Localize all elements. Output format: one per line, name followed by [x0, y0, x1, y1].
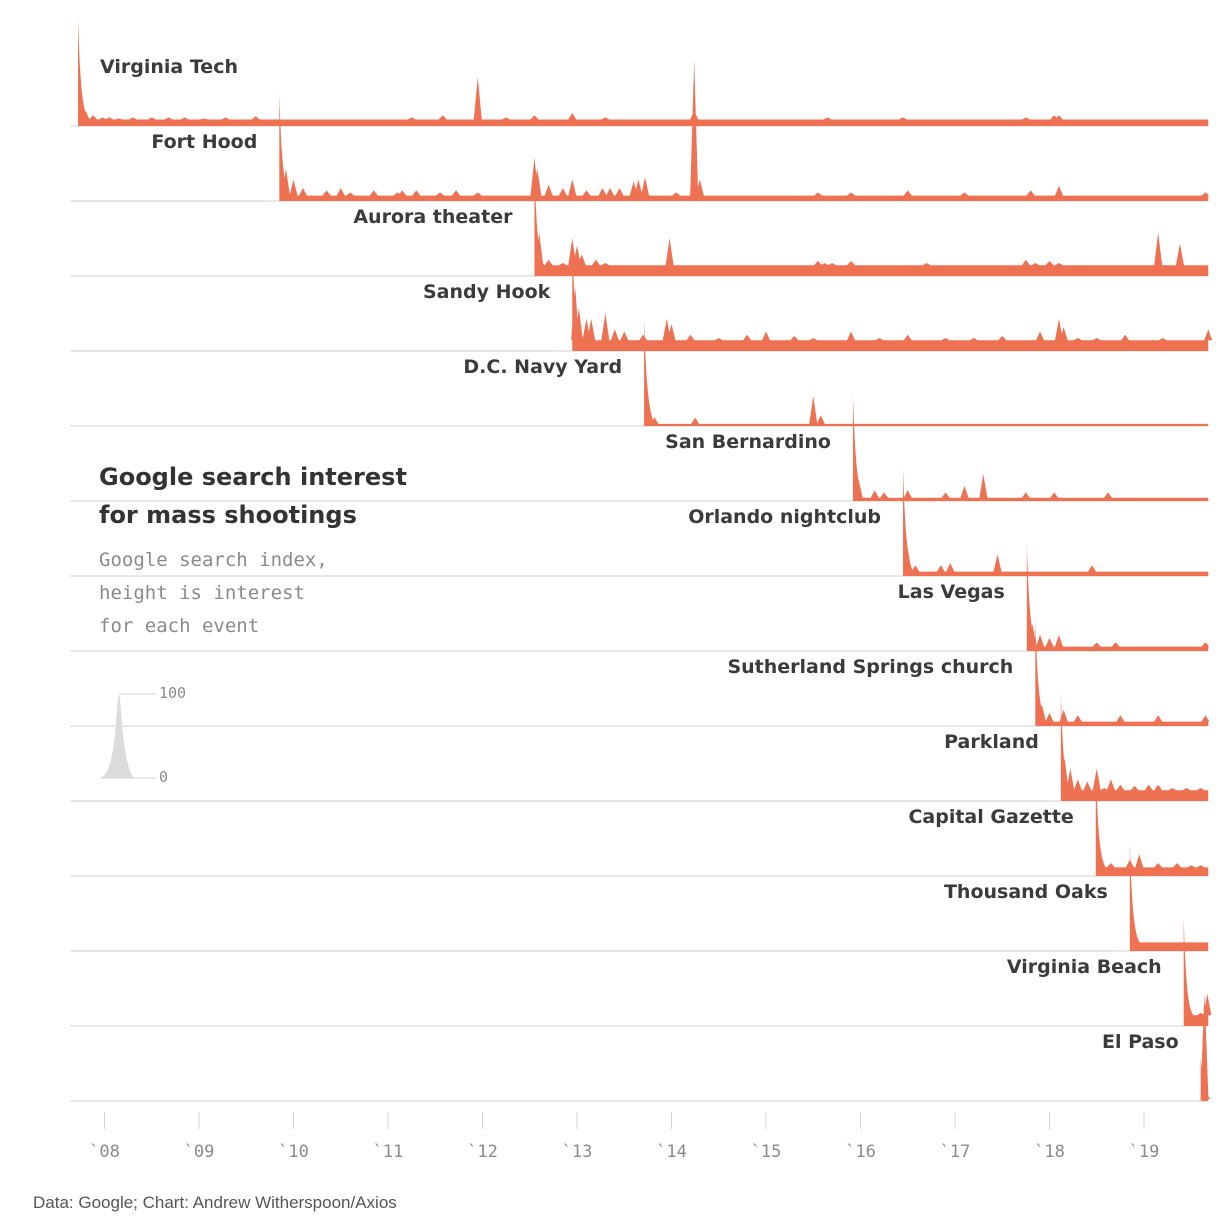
series-label: San Bernardino — [665, 431, 831, 453]
series-sandy-hook: Sandy Hook — [70, 243, 1213, 352]
legend-peak-shape — [100, 694, 135, 778]
x-tick-label: `14 — [656, 1142, 687, 1162]
series-area — [1035, 618, 1210, 726]
series-area — [534, 168, 1209, 276]
legend-max-label: 100 — [159, 684, 186, 702]
series-san-bernardino: San Bernardino — [70, 393, 1209, 502]
series-area — [1200, 993, 1211, 1101]
series-area — [1183, 918, 1212, 1026]
series-label: Sandy Hook — [423, 281, 551, 303]
series-sutherland-springs-church: Sutherland Springs church — [70, 618, 1210, 727]
series-fort-hood: Fort Hood — [70, 60, 1210, 202]
series-label: Fort Hood — [151, 131, 257, 153]
series-area — [279, 60, 1210, 201]
series-label: Parkland — [944, 731, 1039, 753]
legend-min-label: 0 — [159, 768, 168, 786]
x-tick-label: `16 — [845, 1142, 876, 1162]
chart-title-line-1: Google search interest — [99, 463, 407, 491]
series-orlando-nightclub: Orlando nightclub — [70, 468, 1209, 577]
series-las-vegas: Las Vegas — [70, 543, 1210, 652]
series-label: Aurora theater — [353, 206, 513, 228]
series-thousand-oaks: Thousand Oaks — [70, 843, 1210, 952]
series-virginia-beach: Virginia Beach — [70, 918, 1212, 1027]
series-label: Sutherland Springs church — [727, 656, 1013, 678]
series-virginia-tech: Virginia Tech — [70, 18, 1209, 127]
x-tick-label: `19 — [1129, 1142, 1160, 1162]
chart-subtitle-line-1: Google search index, — [99, 549, 328, 571]
x-tick-label: `18 — [1034, 1142, 1065, 1162]
series-area — [903, 468, 1209, 576]
series-label: Capital Gazette — [908, 806, 1073, 828]
chart-subtitle-line-2: height is interest — [99, 582, 305, 604]
series-label: D.C. Navy Yard — [463, 356, 622, 378]
x-tick-label: `11 — [373, 1142, 404, 1162]
series-parkland: Parkland — [70, 693, 1209, 802]
x-axis: `08 `09 `10 `11 `12 `13 `14 `15 `16 `17 `18 `19 — [89, 1112, 1159, 1162]
height-legend: 100 0 — [100, 684, 186, 786]
x-tick-label: `15 — [751, 1142, 782, 1162]
x-tick-label: `13 — [562, 1142, 593, 1162]
x-tick-label: `09 — [184, 1142, 215, 1162]
series-d-c-navy-yard: D.C. Navy Yard — [70, 318, 1209, 427]
series-label: Virginia Tech — [100, 56, 238, 78]
series-label: Las Vegas — [898, 581, 1005, 603]
series-label: Thousand Oaks — [944, 881, 1108, 903]
series-label: El Paso — [1102, 1031, 1179, 1053]
x-tick-label: `12 — [467, 1142, 498, 1162]
source-note: Data: Google; Chart: Andrew Witherspoon/… — [33, 1193, 397, 1212]
chart-subtitle-line-3: for each event — [99, 615, 259, 637]
ridgeline-series-group: Virginia Tech Fort Hood Aurora theater Sand… — [70, 18, 1213, 1102]
series-area — [1060, 693, 1209, 801]
series-area — [852, 393, 1209, 501]
series-area — [1026, 543, 1210, 651]
series-aurora-theater: Aurora theater — [70, 168, 1209, 277]
series-label: Virginia Beach — [1007, 956, 1162, 978]
chart-title-line-2: for mass shootings — [99, 501, 357, 529]
series-capital-gazette: Capital Gazette — [70, 768, 1209, 877]
series-label: Orlando nightclub — [688, 506, 881, 528]
x-tick-label: `10 — [278, 1142, 309, 1162]
series-area — [644, 318, 1209, 426]
series-area — [571, 243, 1213, 351]
series-el-paso: El Paso — [70, 993, 1211, 1102]
series-area — [78, 18, 1209, 126]
x-tick-label: `17 — [940, 1142, 971, 1162]
series-area — [1129, 843, 1210, 951]
x-tick-label: `08 — [89, 1142, 120, 1162]
